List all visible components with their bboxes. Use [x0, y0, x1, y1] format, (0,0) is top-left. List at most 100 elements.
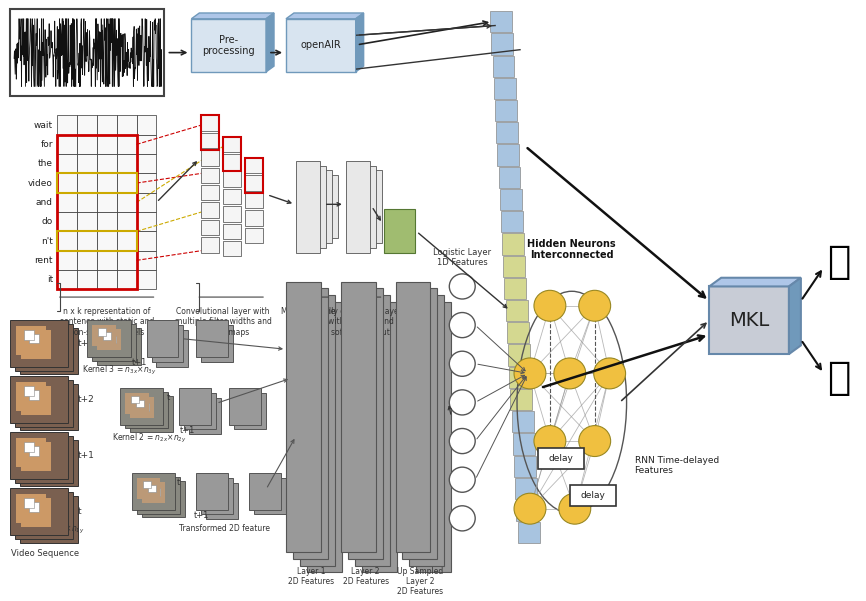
Circle shape	[449, 274, 475, 299]
Bar	[234, 392, 266, 430]
Bar	[20, 328, 78, 374]
Bar	[29, 390, 39, 400]
Bar	[125, 392, 149, 414]
Bar	[355, 295, 390, 566]
Bar	[34, 506, 44, 516]
Bar	[137, 251, 157, 270]
Polygon shape	[709, 278, 801, 287]
Bar	[29, 502, 39, 511]
Bar	[134, 400, 158, 422]
Bar	[15, 492, 73, 538]
Bar	[131, 395, 139, 403]
Bar	[499, 166, 520, 188]
Bar	[87, 320, 131, 357]
Bar	[340, 282, 376, 552]
Circle shape	[449, 351, 475, 376]
Bar	[245, 228, 263, 243]
Text: Convolutional layer with
multiple filter widths and
feature maps: Convolutional layer with multiple filter…	[175, 307, 272, 337]
Text: Logistic Layer
1D Features: Logistic Layer 1D Features	[433, 248, 491, 267]
Bar	[223, 206, 241, 222]
Bar	[201, 185, 219, 201]
Bar	[98, 328, 106, 336]
Bar	[137, 193, 157, 212]
Bar	[137, 135, 157, 154]
Bar	[197, 473, 229, 510]
Bar	[358, 171, 382, 243]
Text: t+1: t+1	[179, 426, 195, 435]
Bar	[396, 282, 430, 552]
Text: Hidden Neurons
Interconnected: Hidden Neurons Interconnected	[527, 239, 616, 260]
Bar	[137, 115, 157, 135]
Bar	[507, 322, 529, 343]
Text: Layer 2
2D Features: Layer 2 2D Features	[343, 567, 389, 586]
Text: t+2: t+2	[78, 395, 94, 404]
Bar	[346, 161, 370, 252]
Text: rent: rent	[35, 256, 53, 265]
Bar	[10, 320, 68, 367]
Circle shape	[554, 358, 585, 389]
Bar	[97, 329, 120, 350]
Bar	[24, 498, 34, 508]
Text: n't: n't	[41, 237, 53, 246]
Bar	[403, 288, 437, 559]
Bar	[300, 295, 335, 566]
Bar	[490, 11, 512, 32]
Bar	[117, 115, 137, 135]
Bar	[117, 212, 137, 231]
Text: and: and	[36, 198, 53, 207]
Bar	[107, 336, 116, 343]
Bar	[293, 288, 328, 559]
Bar	[57, 174, 137, 193]
Text: it: it	[47, 275, 53, 284]
Bar	[57, 115, 77, 135]
Bar	[20, 496, 78, 543]
Bar	[254, 478, 286, 514]
Bar	[286, 282, 320, 552]
Bar	[410, 295, 444, 566]
Bar	[201, 203, 219, 218]
Bar	[57, 212, 77, 231]
Bar	[143, 481, 151, 489]
Bar	[16, 494, 46, 523]
Bar	[152, 489, 160, 496]
Bar	[179, 388, 211, 425]
Bar	[57, 193, 77, 212]
Bar	[502, 233, 524, 255]
Bar	[514, 456, 536, 477]
Text: Fully connected layer
with dropout and
softmax output: Fully connected layer with dropout and s…	[320, 307, 402, 337]
Bar	[77, 174, 97, 193]
Bar	[197, 320, 229, 357]
Circle shape	[534, 426, 565, 457]
Bar	[229, 388, 261, 425]
Bar	[146, 320, 178, 357]
Bar	[137, 477, 180, 513]
Bar	[147, 484, 156, 492]
Bar	[296, 161, 320, 252]
Bar	[57, 154, 77, 174]
Bar	[516, 500, 539, 521]
Bar	[223, 224, 241, 239]
Bar	[77, 231, 97, 251]
Bar	[137, 231, 157, 251]
Bar	[570, 484, 616, 506]
Bar	[152, 325, 184, 362]
Bar	[97, 231, 117, 251]
Bar	[57, 270, 77, 289]
Bar	[77, 154, 97, 174]
Bar	[77, 193, 97, 212]
Bar	[245, 158, 263, 193]
Bar	[29, 334, 39, 343]
Bar	[10, 489, 68, 535]
Bar	[97, 135, 117, 154]
Bar	[57, 231, 77, 251]
Bar	[137, 174, 157, 193]
Bar	[24, 442, 34, 452]
Circle shape	[449, 467, 475, 492]
Bar	[16, 382, 46, 411]
Bar	[97, 115, 117, 135]
Polygon shape	[191, 13, 274, 19]
Bar	[10, 9, 165, 96]
Bar	[201, 168, 219, 183]
Circle shape	[514, 358, 546, 389]
Bar	[57, 135, 77, 154]
